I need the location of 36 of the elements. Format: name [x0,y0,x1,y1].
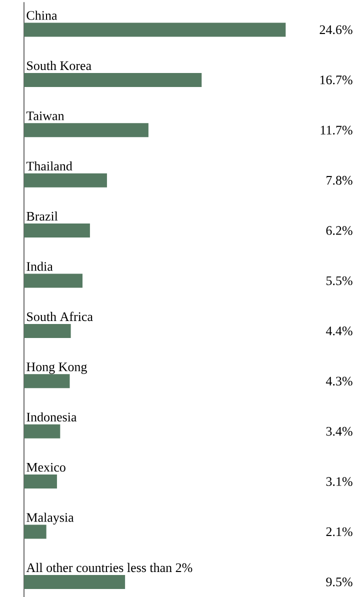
data-label: 4.3% [326,376,352,386]
bar [24,274,83,288]
y-tick-label: Indonesia [26,412,77,422]
y-tick-label: Malaysia [26,512,74,525]
y-tick-label: China [26,10,58,20]
y-tick-label: Taiwan [26,112,64,120]
bar [24,123,148,138]
data-label: 3.4% [326,426,352,436]
bar [24,524,46,539]
bar [24,474,57,489]
bar [24,324,71,338]
y-tick-label: India [26,262,53,271]
data-label: 5.5% [326,276,352,286]
bar [24,574,126,589]
data-label: 7.8% [326,176,352,185]
y-tick-label: Hong Kong [26,362,87,374]
bar [24,22,286,37]
y-tick-label: All other countries less than 2% [26,562,192,572]
bar [24,224,90,238]
y-tick-label: South Africa [27,312,93,322]
data-label: 2.1% [326,527,352,536]
data-label: 16.7% [320,76,352,84]
data-label: 9.5% [326,578,352,586]
bar [24,374,70,388]
bar [24,424,60,438]
data-label: 24.6% [320,25,352,34]
data-label: 4.4% [326,326,352,336]
y-tick-label: Brazil [26,212,58,221]
data-label: 11.7% [320,126,352,135]
bar [24,173,107,188]
y-tick-label: Thailand [26,161,72,170]
data-label: 6.2% [326,226,352,235]
bar [24,72,202,87]
y-tick-label: South Korea [27,60,92,70]
data-label: 3.1% [326,477,352,486]
y-tick-label: Mexico [26,462,66,472]
